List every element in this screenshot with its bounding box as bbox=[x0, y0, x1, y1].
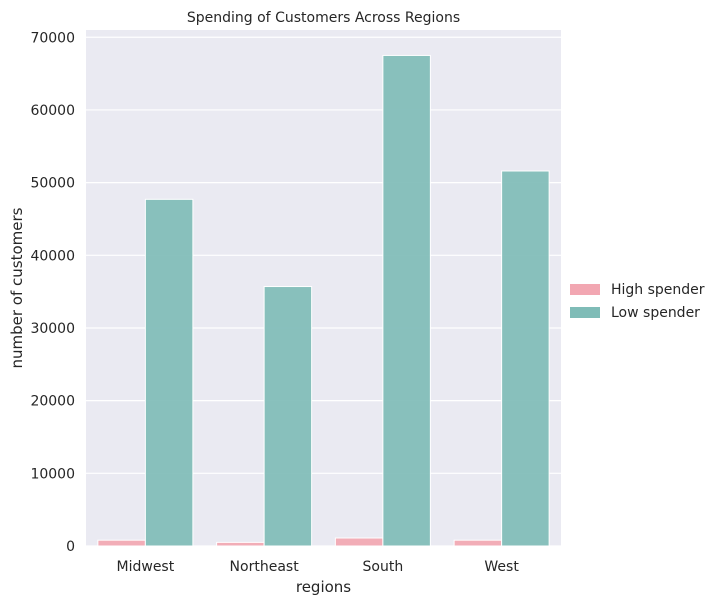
legend-label-low-spender: Low spender bbox=[611, 305, 700, 321]
x-axis-title: regions bbox=[296, 578, 351, 596]
x-tick-label: West bbox=[484, 559, 519, 575]
bar-west-low-spender bbox=[501, 170, 550, 547]
y-tick-label: 40000 bbox=[30, 248, 75, 264]
bar-south-high-spender bbox=[334, 537, 384, 547]
y-tick-label: 50000 bbox=[30, 176, 75, 192]
x-tick-label: Midwest bbox=[117, 559, 175, 575]
chart-title: Spending of Customers Across Regions bbox=[187, 10, 460, 26]
bar-midwest-high-spender bbox=[97, 539, 146, 547]
legend-swatch-low-spender bbox=[570, 307, 600, 318]
x-axis-ticks: Midwest Northeast South West bbox=[117, 559, 520, 575]
bars bbox=[97, 54, 550, 547]
y-tick-label: 70000 bbox=[30, 30, 75, 46]
y-tick-label: 10000 bbox=[30, 466, 75, 482]
legend-label-high-spender: High spender bbox=[611, 282, 705, 298]
bar-south-low-spender bbox=[382, 54, 431, 547]
y-axis-ticks: 0 10000 20000 30000 40000 50000 60000 70000 bbox=[30, 30, 75, 555]
y-tick-label: 0 bbox=[66, 539, 75, 555]
bar-northeast-low-spender bbox=[263, 286, 313, 547]
x-tick-label: South bbox=[363, 559, 404, 575]
y-tick-label: 20000 bbox=[30, 394, 75, 410]
bar-northeast-high-spender bbox=[216, 541, 265, 547]
y-axis-title: number of customers bbox=[8, 207, 26, 368]
x-tick-label: Northeast bbox=[230, 559, 300, 575]
y-tick-label: 30000 bbox=[30, 321, 75, 337]
y-tick-label: 60000 bbox=[30, 103, 75, 119]
bar-west-high-spender bbox=[453, 539, 503, 547]
bar-midwest-low-spender bbox=[144, 198, 194, 547]
legend-swatch-high-spender bbox=[570, 284, 600, 295]
legend: High spender Low spender bbox=[570, 282, 705, 321]
